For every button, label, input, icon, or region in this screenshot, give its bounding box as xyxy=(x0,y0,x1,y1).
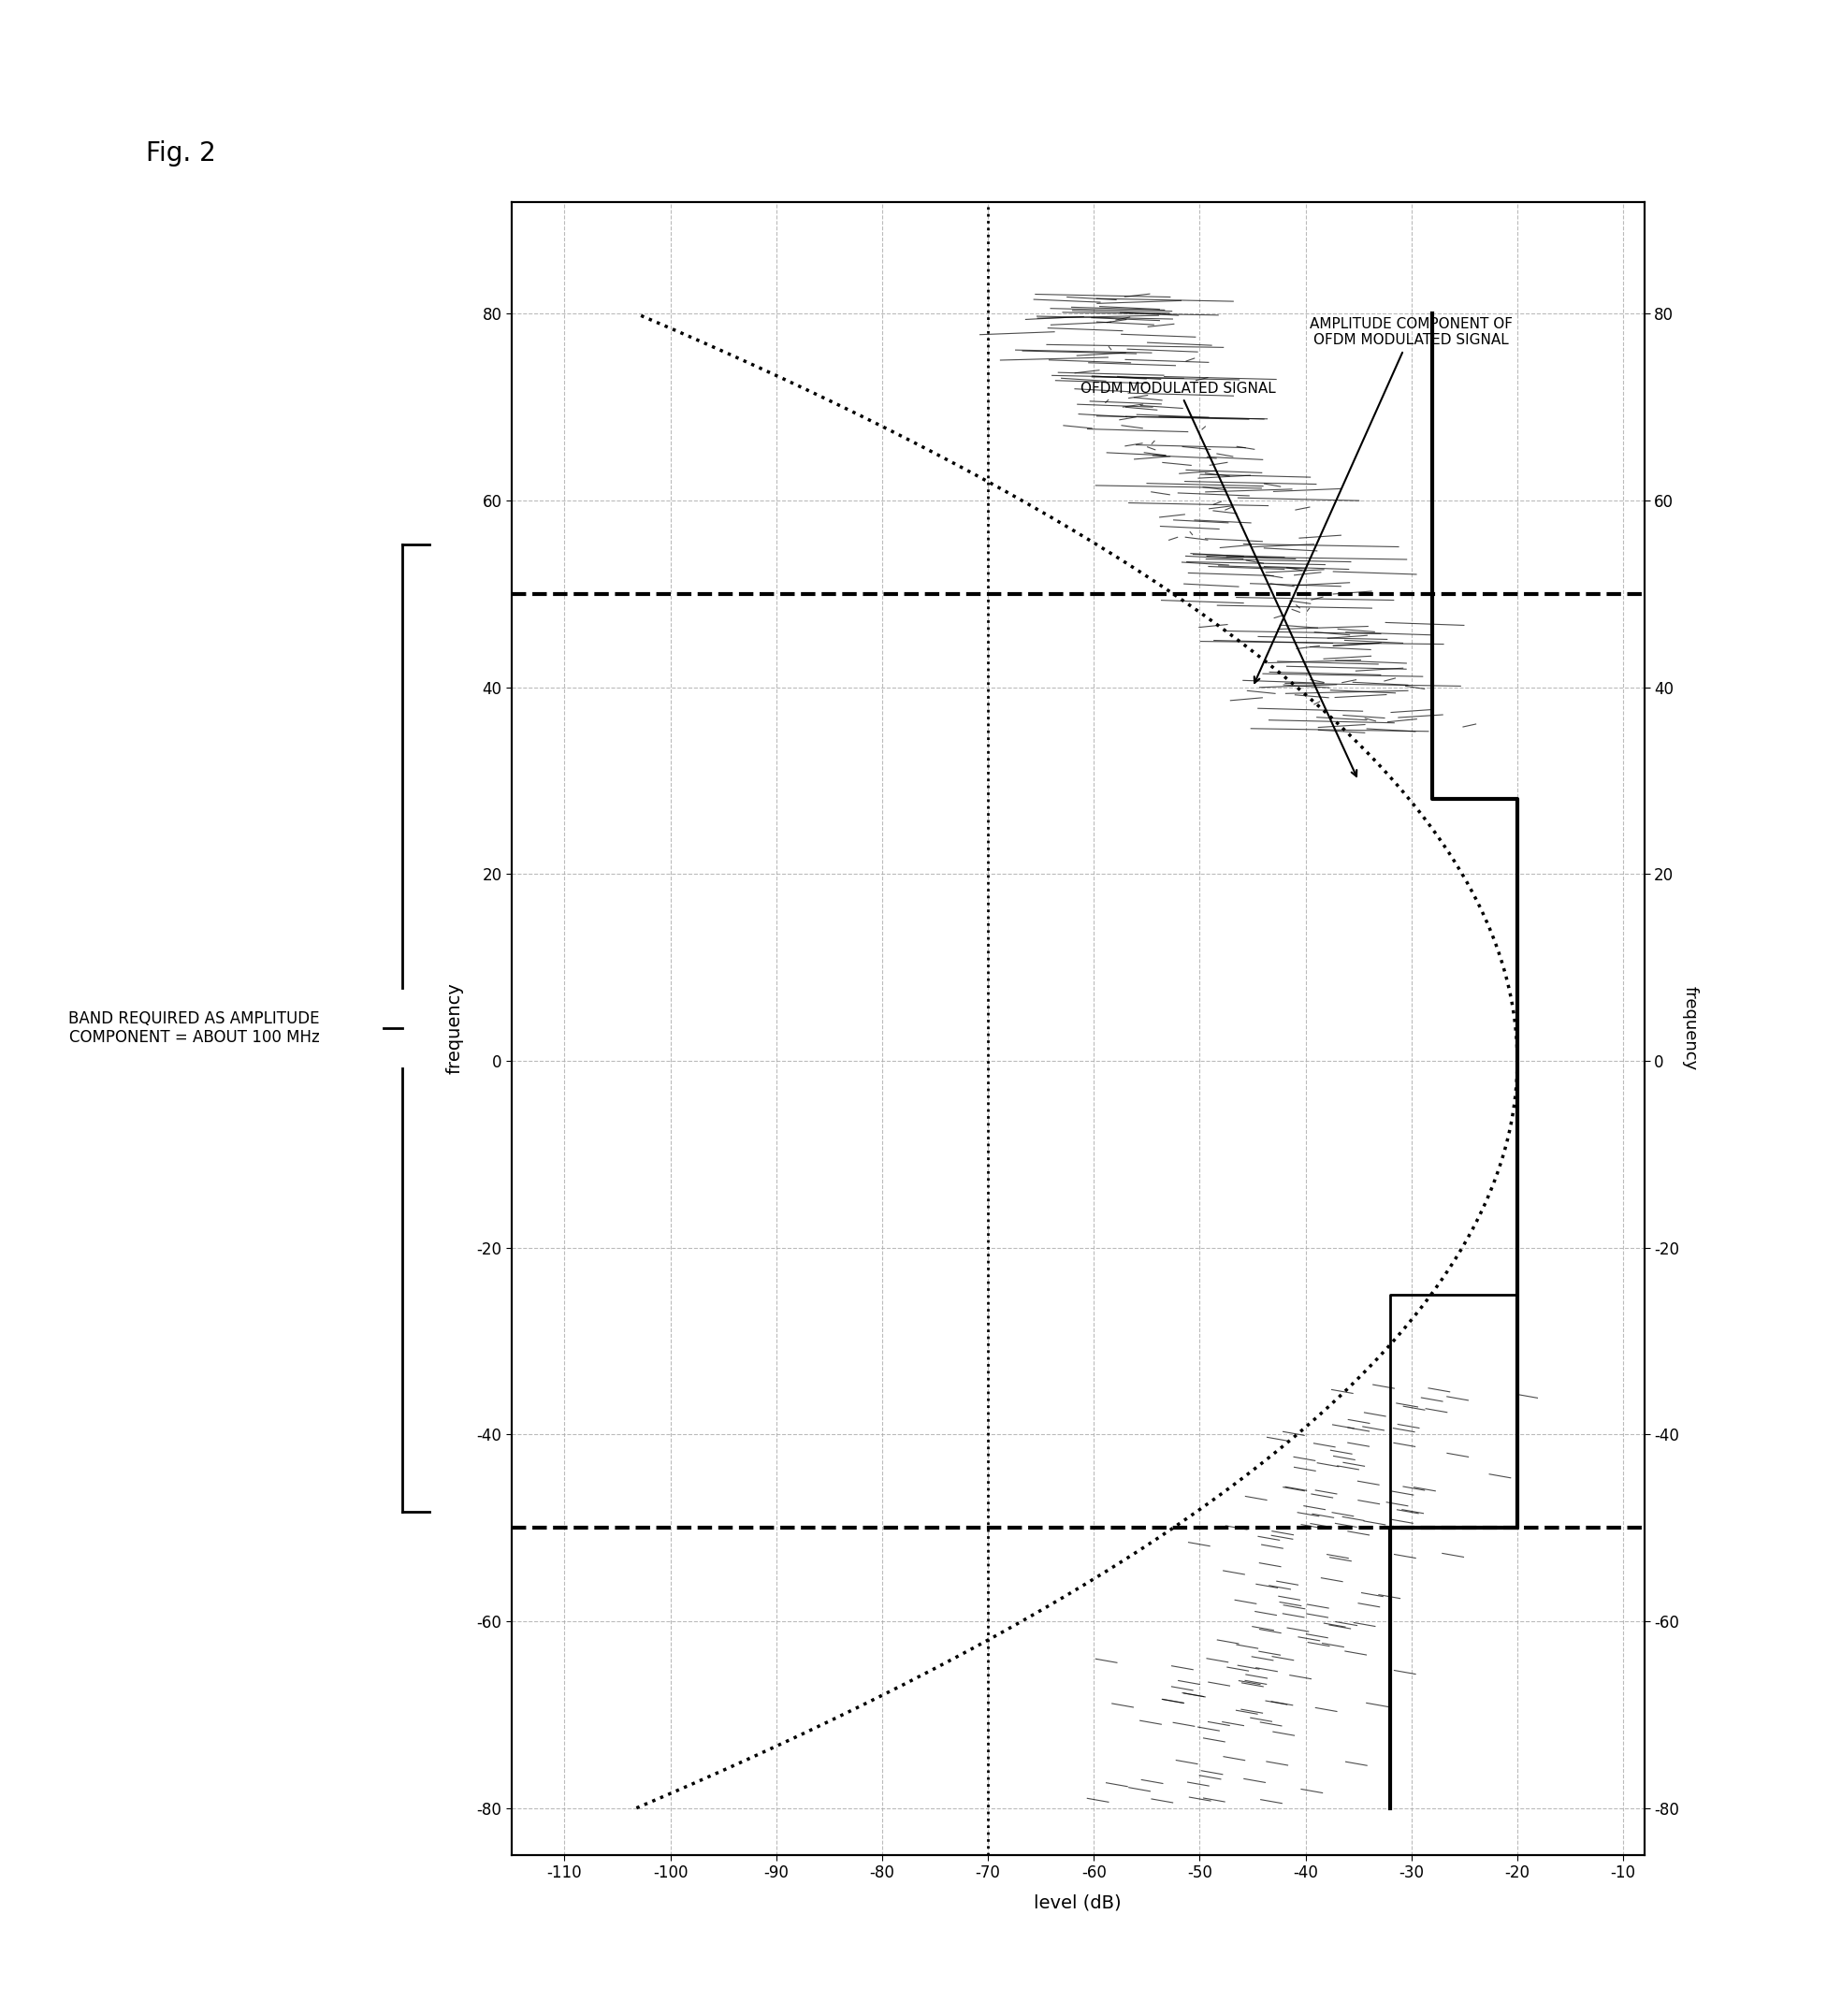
X-axis label: level (dB): level (dB) xyxy=(1034,1895,1122,1911)
Y-axis label: frequency: frequency xyxy=(446,982,464,1075)
Text: OFDM MODULATED SIGNAL: OFDM MODULATED SIGNAL xyxy=(1082,381,1357,776)
Text: AMPLITUDE COMPONENT OF
OFDM MODULATED SIGNAL: AMPLITUDE COMPONENT OF OFDM MODULATED SI… xyxy=(1255,317,1513,683)
Y-axis label: frequency: frequency xyxy=(1683,986,1699,1070)
Text: Fig. 2: Fig. 2 xyxy=(146,141,216,167)
Text: BAND REQUIRED AS AMPLITUDE
COMPONENT = ABOUT 100 MHz: BAND REQUIRED AS AMPLITUDE COMPONENT = A… xyxy=(69,1010,320,1046)
